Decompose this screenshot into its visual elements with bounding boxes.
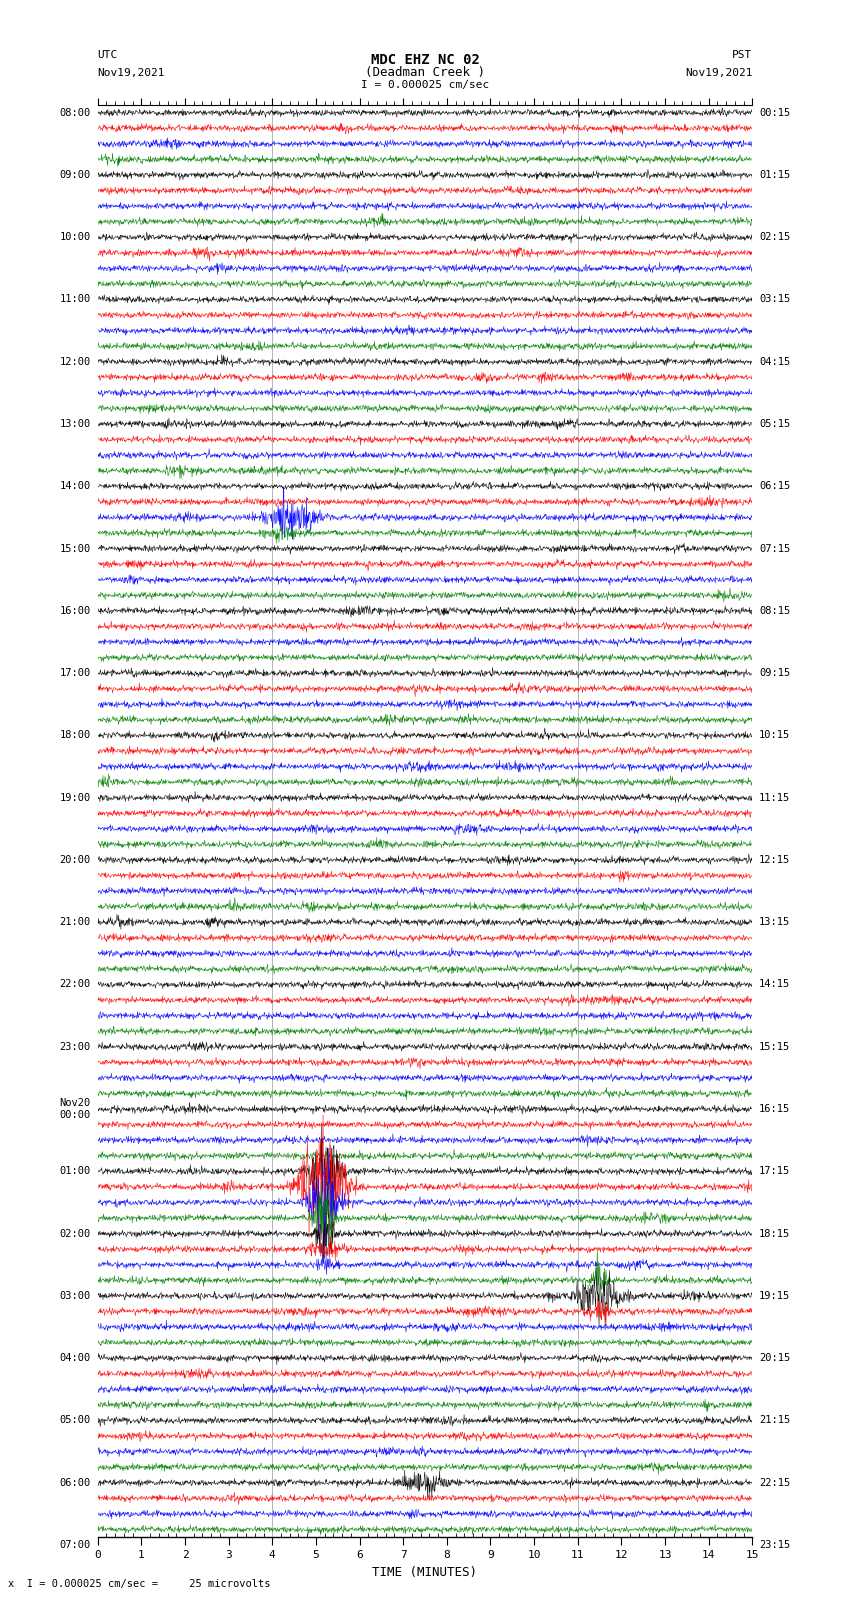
Text: UTC: UTC: [98, 50, 118, 60]
Text: 12:15: 12:15: [759, 855, 791, 865]
Text: 15:00: 15:00: [60, 544, 91, 553]
Text: 18:15: 18:15: [759, 1229, 791, 1239]
Text: 08:00: 08:00: [60, 108, 91, 118]
Text: 06:00: 06:00: [60, 1478, 91, 1487]
Text: 21:00: 21:00: [60, 918, 91, 927]
Text: 19:15: 19:15: [759, 1290, 791, 1300]
Text: 12:00: 12:00: [60, 356, 91, 366]
Text: 05:00: 05:00: [60, 1416, 91, 1426]
Text: 09:15: 09:15: [759, 668, 791, 677]
Text: 19:00: 19:00: [60, 792, 91, 803]
Text: Nov19,2021: Nov19,2021: [685, 68, 752, 77]
Text: 22:15: 22:15: [759, 1478, 791, 1487]
Text: 11:15: 11:15: [759, 792, 791, 803]
Text: Nov19,2021: Nov19,2021: [98, 68, 165, 77]
Text: 16:00: 16:00: [60, 606, 91, 616]
Text: 20:00: 20:00: [60, 855, 91, 865]
Text: 10:15: 10:15: [759, 731, 791, 740]
Text: 03:15: 03:15: [759, 295, 791, 305]
Text: PST: PST: [732, 50, 752, 60]
Text: x  I = 0.000025 cm/sec =     25 microvolts: x I = 0.000025 cm/sec = 25 microvolts: [8, 1579, 271, 1589]
Text: 09:00: 09:00: [60, 169, 91, 181]
Text: 14:15: 14:15: [759, 979, 791, 989]
Text: 15:15: 15:15: [759, 1042, 791, 1052]
Text: 01:15: 01:15: [759, 169, 791, 181]
X-axis label: TIME (MINUTES): TIME (MINUTES): [372, 1566, 478, 1579]
Text: MDC EHZ NC 02: MDC EHZ NC 02: [371, 53, 479, 66]
Text: 05:15: 05:15: [759, 419, 791, 429]
Text: 20:15: 20:15: [759, 1353, 791, 1363]
Text: 17:00: 17:00: [60, 668, 91, 677]
Text: 08:15: 08:15: [759, 606, 791, 616]
Text: 02:00: 02:00: [60, 1229, 91, 1239]
Text: 04:00: 04:00: [60, 1353, 91, 1363]
Text: 10:00: 10:00: [60, 232, 91, 242]
Text: 22:00: 22:00: [60, 979, 91, 989]
Text: 18:00: 18:00: [60, 731, 91, 740]
Text: I = 0.000025 cm/sec: I = 0.000025 cm/sec: [361, 81, 489, 90]
Text: 07:15: 07:15: [759, 544, 791, 553]
Text: 13:00: 13:00: [60, 419, 91, 429]
Text: 01:00: 01:00: [60, 1166, 91, 1176]
Text: (Deadman Creek ): (Deadman Creek ): [365, 66, 485, 79]
Text: 23:15: 23:15: [759, 1540, 791, 1550]
Text: 06:15: 06:15: [759, 481, 791, 492]
Text: 23:00: 23:00: [60, 1042, 91, 1052]
Text: 17:15: 17:15: [759, 1166, 791, 1176]
Text: 16:15: 16:15: [759, 1103, 791, 1115]
Text: 11:00: 11:00: [60, 295, 91, 305]
Text: Nov20
00:00: Nov20 00:00: [60, 1098, 91, 1119]
Text: 02:15: 02:15: [759, 232, 791, 242]
Text: 04:15: 04:15: [759, 356, 791, 366]
Text: 13:15: 13:15: [759, 918, 791, 927]
Text: 21:15: 21:15: [759, 1416, 791, 1426]
Text: 03:00: 03:00: [60, 1290, 91, 1300]
Text: 00:15: 00:15: [759, 108, 791, 118]
Text: 14:00: 14:00: [60, 481, 91, 492]
Text: 07:00: 07:00: [60, 1540, 91, 1550]
